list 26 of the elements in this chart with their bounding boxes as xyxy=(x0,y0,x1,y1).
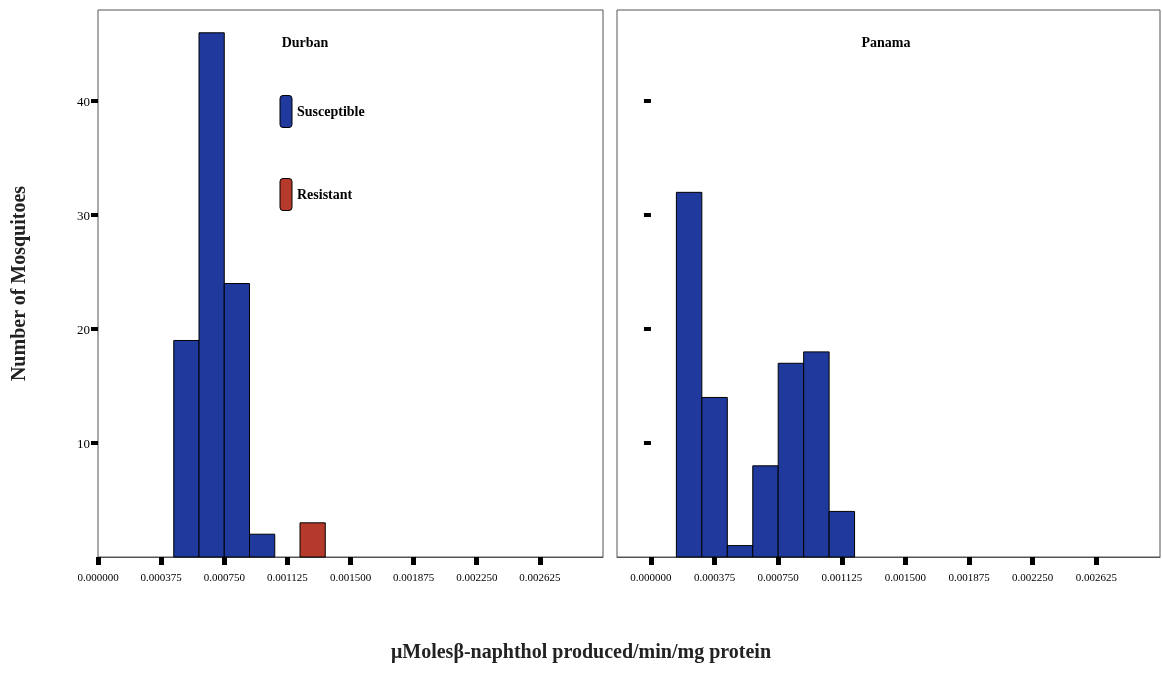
x-tick-label: 0.000375 xyxy=(693,570,736,583)
y-tick-label: 10 xyxy=(77,435,90,451)
x-tick-label: 0.001500 xyxy=(329,570,372,583)
y-tick-label: 20 xyxy=(77,321,90,337)
x-tick-label: 0.001125 xyxy=(266,570,309,583)
y-axis-title: Number of Mosquitoes xyxy=(7,185,30,382)
x-tick-label: 0.001875 xyxy=(393,570,435,583)
x-axis-title: μMolesβ-naphthol produced/min/mg protein xyxy=(389,640,773,663)
x-tick-label: 0.000750 xyxy=(757,570,800,583)
text: Durban xyxy=(281,34,329,50)
x-tick-label: 0.001125 xyxy=(821,570,863,583)
x-tick-label: 0.000750 xyxy=(203,570,246,583)
legend-label: Susceptible xyxy=(297,104,365,119)
x-tick-label: 0.001875 xyxy=(948,570,991,583)
x-tick-label: 0.000000 xyxy=(77,570,120,583)
x-tick-label: 0.002625 xyxy=(1075,570,1118,583)
text: Panama xyxy=(861,34,911,50)
y-tick-label: 30 xyxy=(77,207,90,223)
x-tick-label: 0.000000 xyxy=(630,570,673,583)
x-tick-label: 0.001500 xyxy=(884,570,927,583)
legend-label: Resistant xyxy=(297,187,353,202)
y-tick-label: 40 xyxy=(77,93,90,109)
x-tick-label: 0.000375 xyxy=(140,570,183,583)
x-tick-label: 0.002250 xyxy=(1012,570,1054,583)
x-tick-label: 0.002250 xyxy=(456,570,498,583)
x-tick-label: 0.002625 xyxy=(519,570,561,583)
